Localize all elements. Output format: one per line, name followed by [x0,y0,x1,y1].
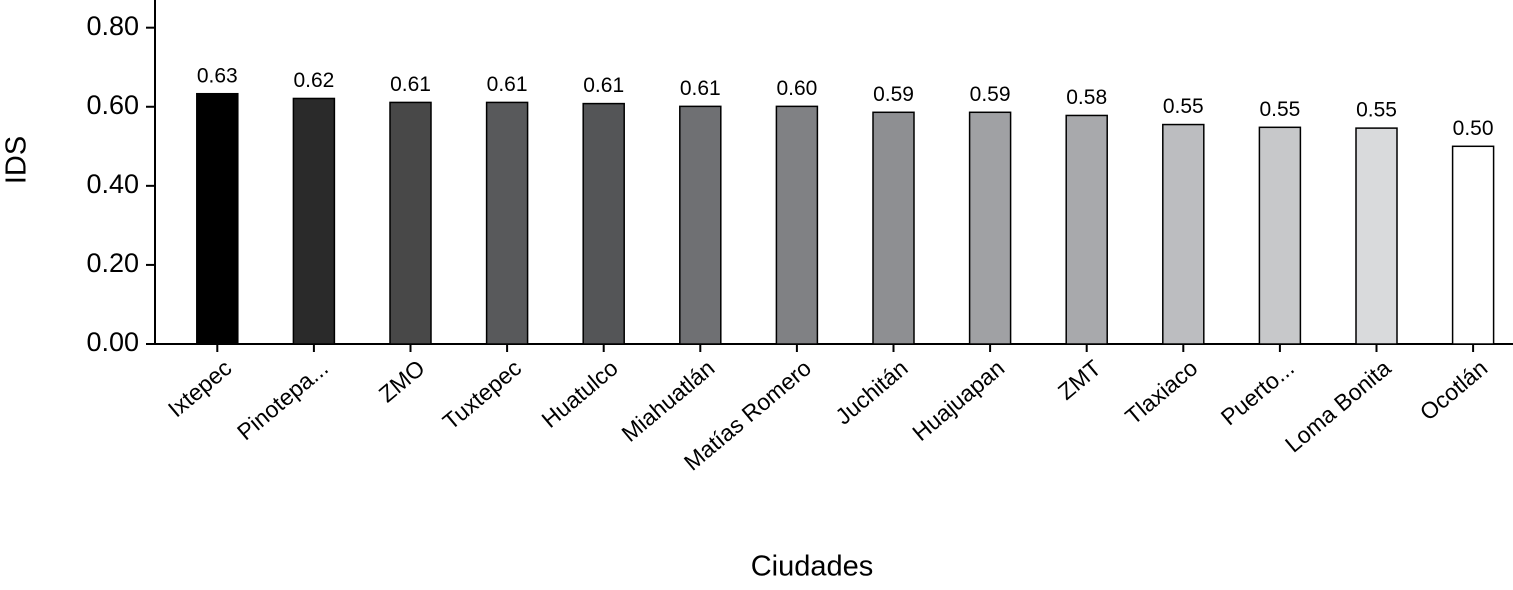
bar [968,111,1012,345]
x-tick-label: Juchitán [830,355,912,430]
x-tick-label: Tlaxiaco [1120,355,1202,430]
bar [872,111,915,345]
x-tick-label: Tuxtepec [438,355,527,435]
value-label: 0.63 [197,64,238,87]
x-tick-label: ZMO [374,355,430,408]
x-tick-label: Puerto... [1216,355,1299,431]
y-tick-label: 0.20 [86,248,139,278]
bar [389,101,432,345]
value-label: 0.55 [1356,99,1397,122]
bar [1451,145,1495,345]
x-tick-label: Miahuatlán [617,355,720,447]
y-tick-label: 0.40 [86,169,139,199]
value-label: 0.55 [1259,98,1300,121]
value-label: 0.55 [1163,95,1204,118]
x-tick-label: Ocotlán [1415,355,1492,426]
bar [1065,114,1108,345]
value-label: 0.61 [583,74,624,97]
x-tick-label: ZMT [1053,355,1106,405]
value-label: 0.61 [680,77,721,100]
x-tick-label: Loma Bonita [1280,354,1396,457]
value-label: 0.59 [873,83,914,106]
x-tick-label: Pinotepa... [232,355,333,446]
bar [775,105,819,345]
y-tick-label: 0.60 [86,90,139,120]
bar [292,97,336,345]
x-axis-label: Ciudades [751,551,874,583]
value-label: 0.59 [970,83,1011,106]
y-axis-label: IDS [1,136,33,184]
value-label: 0.61 [390,73,431,96]
value-label: 0.62 [293,69,334,92]
y-tick-label: 0.00 [86,327,139,357]
bar [485,101,529,345]
bar [1162,123,1205,345]
x-tick-label: Ixtepec [163,355,237,423]
value-label: 0.50 [1453,117,1494,140]
bar [582,102,625,345]
value-label: 0.61 [487,73,528,96]
y-tick-label: 0.80 [86,11,139,41]
bar [1355,127,1398,345]
bar [196,92,239,345]
bar [1258,126,1302,345]
x-tick-label: Huajuapan [907,355,1009,446]
value-label: 0.60 [776,77,817,100]
x-tick-label: Huatulco [537,355,623,433]
value-label: 0.58 [1066,86,1107,109]
bar [679,105,722,345]
